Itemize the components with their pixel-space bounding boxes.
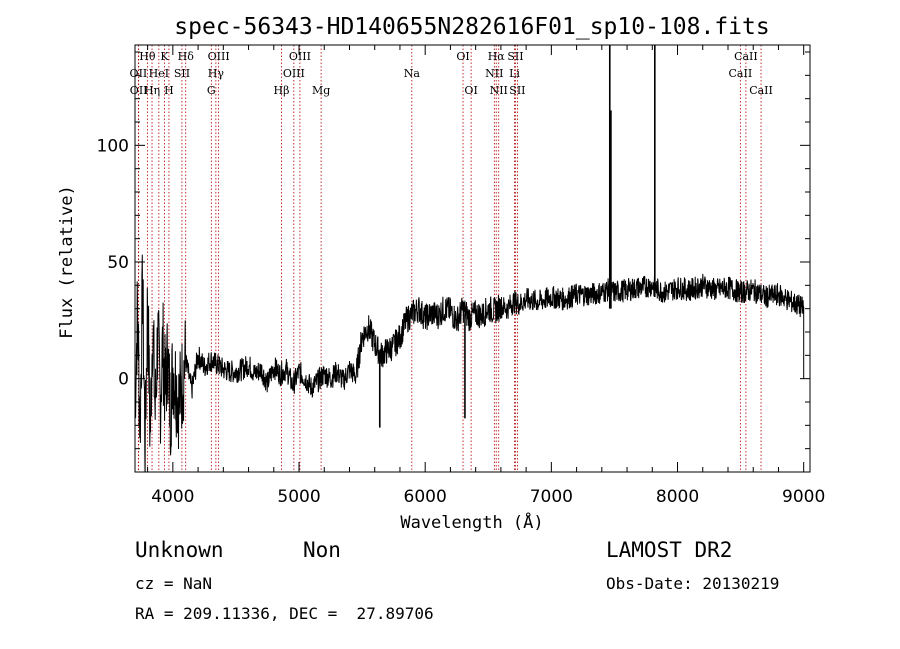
object-class: Unknown (135, 538, 224, 562)
line-label: Hγ (208, 67, 225, 80)
line-label: Hθ (139, 50, 156, 63)
line-label: CaII (734, 50, 758, 63)
spectrum-chart: spec-56343-HD140655N282616F01_sp10-108.f… (57, 14, 825, 533)
line-label: NII (490, 84, 508, 97)
spectral-line-markers (138, 45, 762, 472)
line-label: Mg (312, 84, 330, 97)
x-tick-label: 4000 (151, 487, 194, 507)
coordinates: RA = 209.11336, DEC = 27.89706 (135, 604, 434, 623)
x-tick-label: 7000 (530, 487, 573, 507)
x-tick-label: 9000 (782, 487, 825, 507)
x-tick-label: 6000 (404, 487, 447, 507)
line-label: OII (130, 84, 148, 97)
x-axis-label: Wavelength (Å) (400, 511, 543, 533)
y-tick-label: 100 (97, 136, 129, 156)
observation-date: Obs-Date: 20130219 (606, 574, 780, 593)
line-label: CaII (729, 67, 753, 80)
line-label: OIII (283, 67, 305, 80)
line-label: SII (174, 67, 190, 80)
line-label: Hβ (274, 84, 290, 97)
line-label: OI (456, 50, 469, 63)
line-label: Hδ (178, 50, 195, 63)
line-label: NII (485, 67, 503, 80)
survey-name: LAMOST DR2 (606, 538, 733, 562)
line-label: G (207, 84, 216, 97)
x-axis-ticks: 4000 5000 6000 7000 8000 9000 (147, 45, 825, 507)
chart-title: spec-56343-HD140655N282616F01_sp10-108.f… (174, 14, 769, 40)
line-label: Hη (144, 84, 160, 97)
line-label: OIII (289, 50, 311, 63)
y-axis-ticks: 0 50 100 (97, 51, 810, 450)
line-label: SII (507, 50, 523, 63)
redshift-cz: cz = NaN (135, 574, 213, 593)
x-tick-label: 5000 (277, 487, 320, 507)
y-tick-label: 0 (118, 370, 129, 390)
plot-frame (134, 44, 811, 473)
line-label: K (160, 50, 169, 63)
line-label: OI (464, 84, 477, 97)
line-label: Na (404, 67, 421, 80)
object-subclass: Non (303, 538, 341, 562)
y-tick-label: 50 (107, 253, 129, 273)
line-label: Li (509, 67, 520, 80)
line-label: OII (130, 67, 148, 80)
spectral-line-labels: OIIOIIHθHηHeIKHSIIHδGHγOIIIHβOIIIOIIIMgN… (130, 50, 773, 97)
line-label: Hα (488, 50, 506, 63)
line-label: CaII (749, 84, 773, 97)
y-axis-label: Flux (relative) (57, 185, 77, 339)
line-label: HeI (149, 67, 169, 80)
spectrum-line (135, 254, 805, 472)
line-label: H (164, 84, 174, 97)
emission-spikes (378, 45, 656, 428)
x-tick-label: 8000 (656, 487, 699, 507)
line-label: OIII (208, 50, 230, 63)
line-label: SII (509, 84, 525, 97)
